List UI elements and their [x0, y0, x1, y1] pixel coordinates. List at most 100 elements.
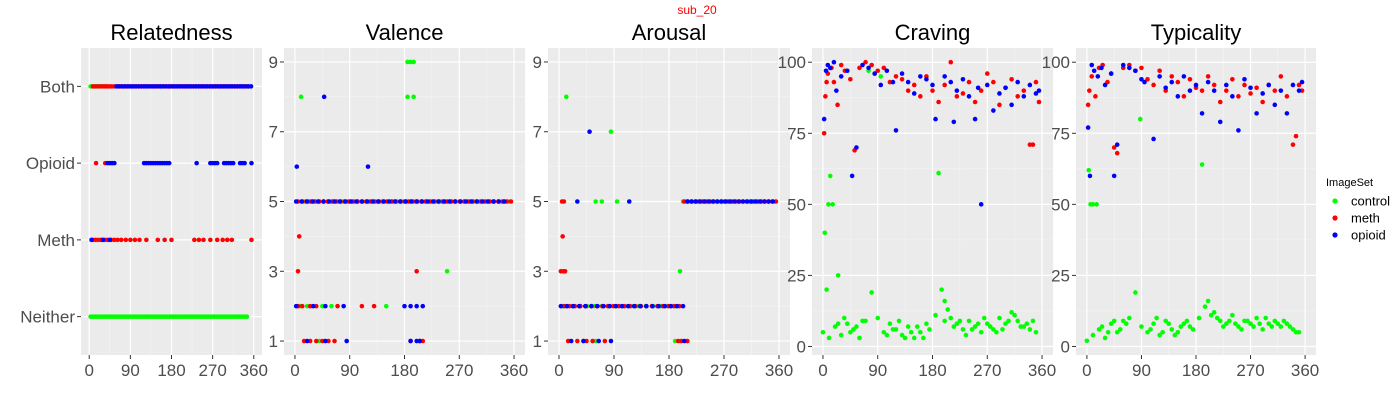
point-control — [851, 327, 856, 332]
y-tick-label: 25 — [787, 266, 806, 285]
x-tick-label: 360 — [765, 361, 793, 380]
point-control — [921, 335, 926, 341]
point-control — [997, 315, 1002, 321]
point-meth — [1293, 133, 1299, 139]
x-tick-label: 270 — [710, 361, 738, 380]
point-opioid — [608, 338, 614, 344]
point-opioid — [1290, 82, 1296, 88]
point-control — [599, 199, 605, 204]
point-opioid — [697, 199, 703, 204]
point-control — [1094, 202, 1099, 207]
point-opioid — [326, 199, 332, 204]
point-opioid — [1230, 94, 1235, 99]
point-meth — [1187, 76, 1193, 82]
point-opioid — [984, 82, 990, 88]
point-opioid — [293, 199, 299, 204]
y-tick-label: Both — [40, 77, 75, 96]
point-control — [1287, 324, 1293, 329]
point-opioid — [607, 303, 613, 309]
point-meth — [1230, 76, 1235, 82]
point-control — [988, 324, 993, 329]
point-opioid — [1127, 65, 1132, 71]
x-tick-label: 0 — [554, 361, 563, 380]
point-control — [918, 329, 923, 335]
legend-label-control: control — [1351, 194, 1390, 209]
point-control — [902, 335, 908, 341]
point-opioid — [107, 237, 113, 243]
point-control — [945, 307, 951, 312]
point-opioid — [458, 199, 463, 204]
point-opioid — [1021, 94, 1027, 99]
point-opioid — [1266, 82, 1272, 88]
point-control — [994, 329, 999, 335]
point-control — [972, 324, 978, 329]
point-opioid — [402, 303, 407, 309]
panel-2: 0 90 180 270 360 1 3 5 7 9 Arousal — [533, 20, 794, 380]
point-meth — [821, 130, 827, 136]
point-opioid — [376, 199, 381, 204]
point-meth — [1248, 91, 1253, 96]
panel-title: Craving — [895, 20, 971, 45]
point-meth — [960, 91, 966, 96]
point-control — [914, 324, 920, 329]
point-control — [984, 321, 990, 327]
point-opioid — [381, 199, 387, 204]
point-opioid — [732, 199, 737, 204]
point-control — [835, 321, 841, 327]
x-tick-label: 270 — [445, 361, 473, 380]
point-meth — [1290, 142, 1296, 147]
point-control — [1260, 327, 1265, 332]
x-tick-label: 180 — [918, 361, 946, 380]
y-tick-label: Neither — [20, 308, 75, 327]
point-opioid — [89, 237, 94, 243]
panel-1: 0 90 180 270 360 1 3 5 7 9 Valence — [269, 20, 529, 380]
point-meth — [575, 338, 580, 344]
point-control — [1272, 318, 1278, 324]
point-control — [1211, 310, 1217, 315]
y-tick-label: Opioid — [26, 154, 75, 173]
point-opioid — [469, 199, 474, 204]
point-meth — [313, 338, 319, 344]
point-opioid — [834, 88, 839, 93]
point-control — [878, 74, 884, 79]
x-tick-label: 180 — [390, 361, 418, 380]
point-control — [1033, 329, 1039, 335]
panel-4: 0 90 180 270 360 0 25 50 75 100 Typicality — [1042, 20, 1320, 380]
point-opioid — [310, 199, 315, 204]
point-meth — [1030, 142, 1036, 147]
point-opioid — [315, 199, 321, 204]
point-opioid — [1015, 79, 1021, 85]
point-opioid — [1003, 85, 1008, 91]
y-tick-label: 9 — [269, 53, 278, 72]
point-control — [1227, 318, 1232, 324]
point-opioid — [1133, 68, 1138, 74]
point-meth — [1093, 94, 1098, 99]
point-control — [1172, 332, 1178, 338]
point-opioid — [1095, 74, 1101, 79]
point-control — [593, 199, 598, 204]
point-opioid — [702, 199, 707, 204]
panel-0: 0 90 180 270 360 Neither Meth Opioid Both Related… — [20, 20, 268, 380]
point-meth — [911, 82, 917, 88]
point-control — [329, 303, 334, 309]
point-opioid — [951, 119, 957, 125]
point-opioid — [321, 94, 327, 100]
point-control — [1006, 318, 1011, 324]
point-opioid — [230, 160, 236, 166]
point-control — [1202, 304, 1208, 309]
point-meth — [930, 88, 935, 93]
point-opioid — [1181, 74, 1187, 79]
point-opioid — [719, 199, 724, 204]
point-meth — [875, 68, 881, 74]
point-opioid — [619, 303, 625, 309]
point-meth — [137, 237, 142, 243]
point-opioid — [1296, 88, 1302, 93]
point-opioid — [762, 199, 767, 204]
point-opioid — [1193, 82, 1199, 88]
point-meth — [991, 79, 996, 85]
point-opioid — [1111, 173, 1117, 179]
point-control — [1137, 116, 1143, 122]
point-control — [1009, 310, 1014, 315]
legend-label-opioid: opioid — [1351, 228, 1386, 243]
point-opioid — [485, 199, 491, 204]
